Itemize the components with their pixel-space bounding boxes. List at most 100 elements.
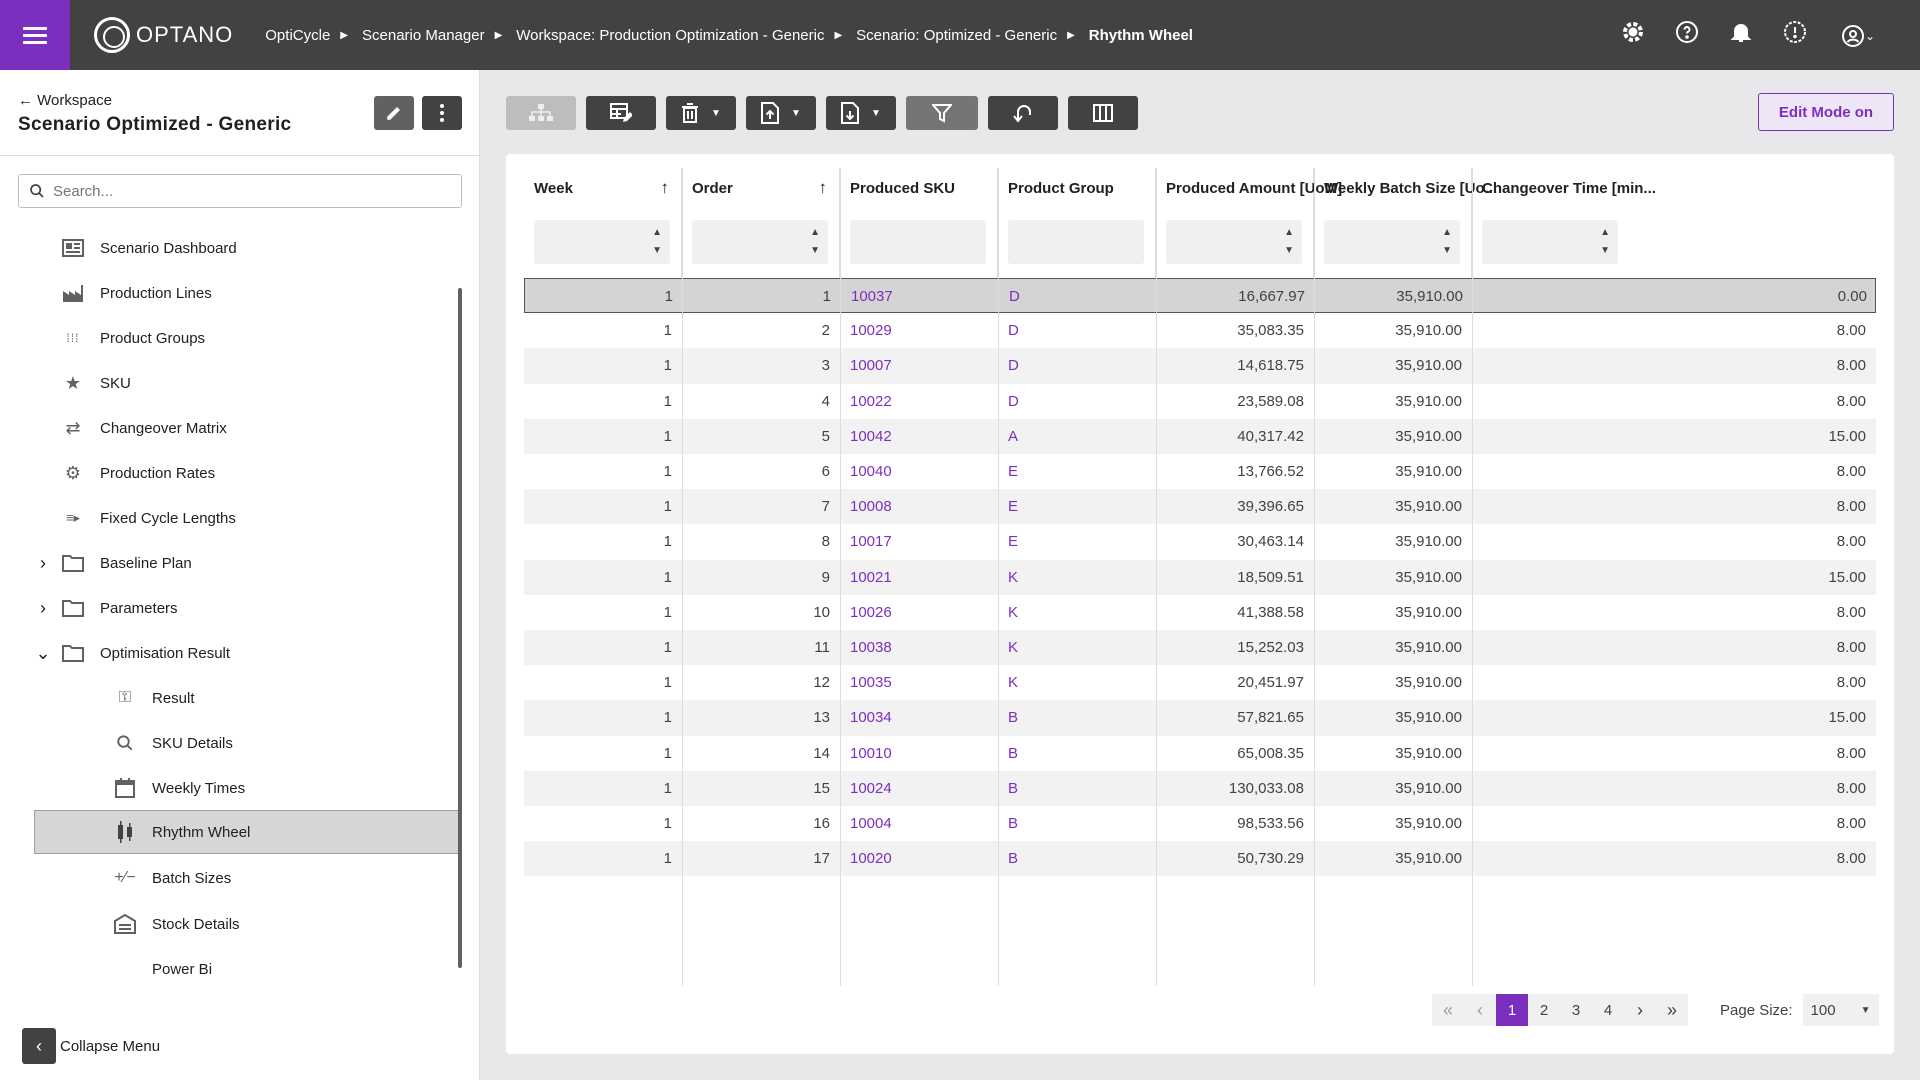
table-cell[interactable]: E [1008,498,1019,516]
table-cell[interactable]: B [1008,709,1019,727]
table-cell[interactable]: 10004 [850,815,892,832]
filter-button[interactable] [906,96,978,130]
table-row[interactable]: 1 16 10004 B 98,533.56 35,910.00 8.00 [524,806,1876,841]
sidebar-item-sku[interactable]: ★ SKU [60,361,131,405]
sidebar-item-batch-sizes[interactable]: +∕− Batch Sizes [112,856,231,900]
breadcrumb-scenario-manager[interactable]: Scenario Manager [362,26,485,44]
table-cell[interactable]: 10035 [850,674,892,692]
user-account-icon[interactable]: ⌄ [1836,22,1880,48]
sort-ascending-icon[interactable]: ↑ [660,178,670,197]
table-cell[interactable]: 10038 [850,639,892,656]
table-row[interactable]: 1 13 10034 B 57,821.65 35,910.00 15.00 [524,700,1876,736]
search-input[interactable] [53,182,433,200]
sidebar-item-production-lines[interactable]: Production Lines [60,271,212,315]
spinner-arrows-icon[interactable]: ▲ ▼ [652,227,662,256]
table-cell[interactable]: 10042 [850,427,892,445]
sidebar-item-stock-details[interactable]: Stock Details [112,902,240,946]
sidebar-item-optimisation-result[interactable]: ⌄ Optimisation Result [30,631,230,675]
spinner-arrows-icon[interactable]: ▲ ▼ [810,227,820,256]
table-cell[interactable]: 10034 [850,709,892,727]
table-cell[interactable]: A [1008,427,1019,445]
notification-bell-icon[interactable] [1728,20,1754,50]
table-cell[interactable]: 10022 [850,392,892,410]
sidebar-item-product-groups[interactable]: ⁞⁞⁞ Product Groups [60,316,205,360]
collapse-menu-button[interactable]: ‹ Collapse Menu [22,1028,160,1064]
table-cell[interactable]: K [1008,639,1019,656]
table-cell[interactable]: 10029 [850,322,892,340]
table-cell[interactable]: D [1008,322,1019,340]
table-cell[interactable]: 10040 [850,463,892,480]
page-1-button[interactable]: 1 [1496,994,1528,1026]
weekly-batch-size-filter-input[interactable]: ▲ ▼ [1324,220,1460,264]
produced-amount-filter-input[interactable]: ▲ ▼ [1166,220,1302,264]
breadcrumb-scenario[interactable]: Scenario: Optimized - Generic [856,26,1058,44]
column-header-produced-amount[interactable]: Produced Amount [UoM] ▲ ▼ [1156,168,1342,278]
table-row[interactable]: 1 7 10008 E 39,396.65 35,910.00 8.00 [524,489,1876,525]
table-cell[interactable]: B [1008,815,1019,832]
table-cell[interactable]: 10037 [851,288,893,305]
page-3-button[interactable]: 3 [1560,994,1592,1026]
table-cell[interactable]: 10021 [850,568,892,586]
sort-ascending-icon[interactable]: ↑ [818,178,828,197]
spinner-arrows-icon[interactable]: ▲ ▼ [1284,227,1294,256]
next-page-icon[interactable]: › [1624,994,1656,1026]
sidebar-search[interactable] [18,174,462,208]
table-row[interactable]: 1 3 10007 D 14,618.75 35,910.00 8.00 [524,348,1876,384]
sidebar-item-parameters[interactable]: › Parameters [30,586,178,630]
week-filter-input[interactable]: ▲ ▼ [534,220,670,264]
sidebar-item-result[interactable]: ⚿ Result [112,676,195,720]
table-cell[interactable]: D [1008,357,1019,375]
table-row[interactable]: 1 2 10029 D 35,083.35 35,910.00 8.00 [524,313,1876,348]
sidebar-item-rhythm-wheel[interactable]: Rhythm Wheel [34,810,460,854]
table-row[interactable]: 1 4 10022 D 23,589.08 35,910.00 8.00 [524,384,1876,419]
order-filter-input[interactable]: ▲ ▼ [692,220,828,264]
table-cell[interactable]: K [1008,603,1019,621]
table-row[interactable]: 1 6 10040 E 13,766.52 35,910.00 8.00 [524,454,1876,489]
sidebar-item-scenario-dashboard[interactable]: Scenario Dashboard [60,226,237,270]
table-cell[interactable]: E [1008,463,1019,480]
previous-page-icon[interactable]: ‹ [1464,994,1496,1026]
columns-button[interactable] [1068,96,1138,130]
table-row[interactable]: 1 5 10042 A 40,317.42 35,910.00 15.00 [524,418,1876,454]
table-cell[interactable]: K [1008,674,1019,692]
table-cell[interactable]: 10024 [850,779,892,797]
settings-gear-icon[interactable] [1620,20,1646,50]
sidebar-item-sku-details[interactable]: SKU Details [112,721,233,765]
sidebar-item-baseline-plan[interactable]: › Baseline Plan [30,541,192,585]
page-2-button[interactable]: 2 [1528,994,1560,1026]
help-icon[interactable] [1674,20,1700,50]
spinner-arrows-icon[interactable]: ▲ ▼ [1442,227,1452,256]
table-row[interactable]: 1 12 10035 K 20,451.97 35,910.00 8.00 [524,665,1876,700]
changeover-time-filter-input[interactable]: ▲ ▼ [1482,220,1618,264]
table-cell[interactable]: 10007 [850,357,892,375]
table-cell[interactable]: B [1008,744,1019,762]
sidebar-item-power-bi[interactable]: Power Bi [112,947,212,980]
sidebar-scrollbar[interactable] [458,288,462,968]
produced-sku-filter-input[interactable] [850,220,986,264]
sidebar-item-weekly-times[interactable]: Weekly Times [112,766,245,810]
edit-scenario-button[interactable] [374,96,414,130]
back-to-workspace-link[interactable]: ← Workspace [18,92,112,109]
page-size-select[interactable]: 100 ▼ [1802,994,1879,1026]
column-header-weekly-batch-size[interactable]: Weekly Batch Size [Uo... ▲ ▼ [1314,168,1497,278]
export-dropdown-button[interactable]: ▼ [826,96,896,130]
breadcrumb-opticycle[interactable]: OptiCycle [265,26,331,44]
import-dropdown-button[interactable]: ▼ [746,96,816,130]
spinner-arrows-icon[interactable]: ▲ ▼ [1600,227,1610,256]
hierarchy-button[interactable] [506,96,576,130]
table-row[interactable]: 1 11 10038 K 15,252.03 35,910.00 8.00 [524,630,1876,666]
delete-dropdown-button[interactable]: ▼ [666,96,736,130]
table-row[interactable]: 1 15 10024 B 130,033.08 35,910.00 8.00 [524,770,1876,806]
table-cell[interactable]: B [1008,850,1019,868]
table-cell[interactable]: D [1008,392,1019,410]
table-cell[interactable]: D [1009,288,1020,305]
hamburger-menu-button[interactable] [0,0,70,70]
table-row[interactable]: 1 17 10020 B 50,730.29 35,910.00 8.00 [524,841,1876,877]
more-options-button[interactable] [422,96,462,130]
table-cell[interactable]: 10026 [850,603,892,621]
table-cell[interactable]: 10010 [850,744,892,762]
column-header-produced-sku[interactable]: Produced SKU [840,168,998,278]
table-cell[interactable]: E [1008,533,1019,551]
edit-mode-toggle-button[interactable]: Edit Mode on [1758,93,1894,131]
undo-button[interactable] [988,96,1058,130]
